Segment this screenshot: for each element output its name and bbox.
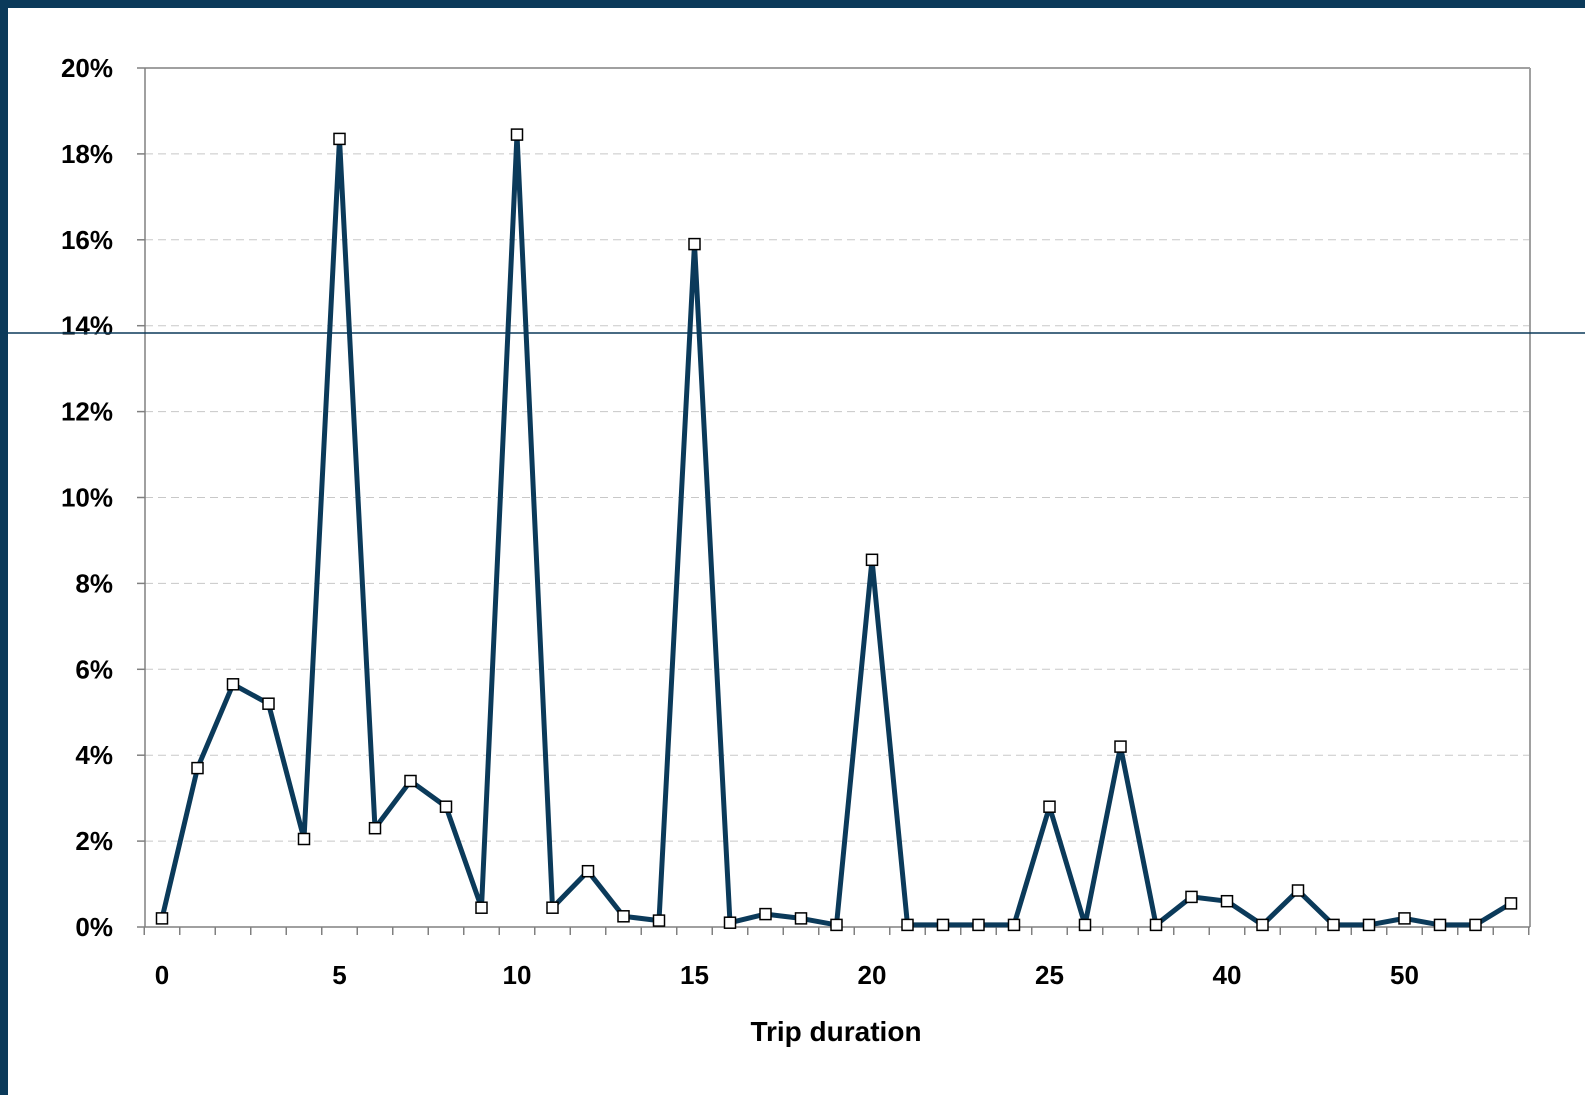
data-point <box>226 678 240 691</box>
data-point <box>1043 800 1056 813</box>
y-tick-label: 6% <box>75 654 113 684</box>
data-point <box>1185 890 1198 904</box>
data-point <box>617 910 630 923</box>
frame-left-bar <box>0 0 8 1095</box>
data-point <box>1469 918 1482 932</box>
data-point <box>155 912 169 925</box>
y-tick-label: 20% <box>61 53 113 83</box>
data-point <box>546 901 559 914</box>
x-tick-label: 40 <box>1213 960 1242 990</box>
data-point <box>404 774 417 788</box>
x-tick-label: 0 <box>155 960 169 990</box>
x-tick-label: 5 <box>332 960 346 990</box>
data-point <box>1220 894 1234 908</box>
data-point <box>439 800 453 813</box>
data-point <box>1398 912 1411 925</box>
data-point <box>1149 918 1163 932</box>
data-point <box>972 918 985 932</box>
data-point <box>759 907 772 921</box>
data-point <box>333 132 346 146</box>
data-point <box>581 864 595 878</box>
y-tick-label: 10% <box>61 483 113 513</box>
y-tick-label: 12% <box>61 397 113 427</box>
x-tick-label: 15 <box>680 960 709 990</box>
data-point <box>1114 740 1127 753</box>
data-point <box>1291 884 1305 897</box>
data-point <box>901 918 914 932</box>
data-point <box>1504 897 1518 910</box>
data-point <box>723 916 737 929</box>
data-point <box>1433 918 1447 932</box>
data-point <box>688 237 701 251</box>
y-tick-label: 14% <box>61 311 113 341</box>
data-point <box>262 697 275 710</box>
x-tick-label: 50 <box>1390 960 1419 990</box>
data-point <box>1362 918 1376 932</box>
y-axis: 0% 2% 4% 6% 8% 10% 12% 14% 16% 18% 20% <box>61 53 146 942</box>
data-point <box>297 832 311 846</box>
data-point <box>510 128 524 141</box>
data-point <box>936 918 950 932</box>
data-point <box>1078 918 1092 932</box>
x-tick-label: 10 <box>503 960 532 990</box>
data-point <box>1327 918 1340 932</box>
data-point <box>830 918 843 932</box>
data-point <box>794 912 808 925</box>
x-tick-label: 25 <box>1035 960 1064 990</box>
data-point <box>191 761 204 775</box>
gridlines <box>145 153 1530 842</box>
y-tick-label: 2% <box>75 826 113 856</box>
y-tick-label: 4% <box>75 740 113 770</box>
data-point <box>475 901 488 914</box>
data-point <box>1256 918 1269 932</box>
x-tick-label: 20 <box>858 960 887 990</box>
x-axis-title: Trip duration <box>750 1016 921 1047</box>
y-tick-label: 8% <box>75 568 113 598</box>
y-tick-label: 0% <box>75 912 113 942</box>
data-point <box>865 553 879 567</box>
series-group <box>155 128 1518 932</box>
data-point <box>1007 918 1021 932</box>
data-point <box>652 914 666 927</box>
frame-top-bar <box>0 0 1585 8</box>
x-axis: 0 5 10 15 20 25 40 50 <box>143 926 1530 990</box>
y-tick-label: 16% <box>61 225 113 255</box>
y-tick-label: 18% <box>61 139 113 169</box>
data-point <box>368 821 382 835</box>
